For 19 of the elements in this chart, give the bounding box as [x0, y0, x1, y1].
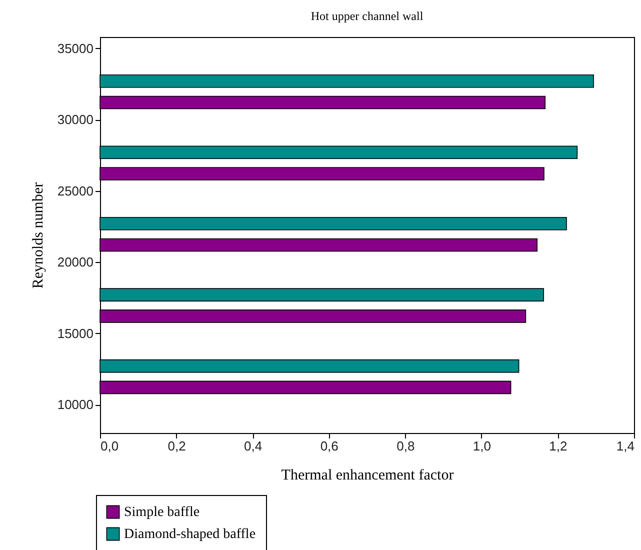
x-axis-title: Thermal enhancement factor — [281, 468, 454, 484]
x-tick-label: 1,0 — [472, 438, 491, 454]
y-tick-label: 35000 — [57, 40, 94, 56]
y-tick-label: 20000 — [57, 254, 94, 270]
y-tick-label: 15000 — [57, 326, 94, 341]
y-tick-label: 10000 — [57, 397, 94, 412]
x-tick-label: 0,6 — [320, 438, 338, 454]
x-tick-label: 1,2 — [549, 438, 568, 454]
x-tick-label: 0,0 — [100, 438, 119, 454]
legend-label: Diamond-shaped baffle — [124, 527, 256, 542]
x-tick-label: 0,2 — [168, 438, 186, 454]
legend-label: Simple baffle — [124, 505, 200, 520]
chart-title: Hot upper channel wall — [310, 9, 424, 23]
y-tick-label: 25000 — [57, 183, 94, 198]
y-tick-label: 30000 — [57, 112, 94, 128]
x-tick-label: 1,4 — [616, 438, 634, 454]
x-tick-label: 0,8 — [396, 438, 415, 454]
y-axis-title: Reynolds number — [30, 182, 46, 289]
x-tick-label: 0,4 — [244, 438, 262, 454]
